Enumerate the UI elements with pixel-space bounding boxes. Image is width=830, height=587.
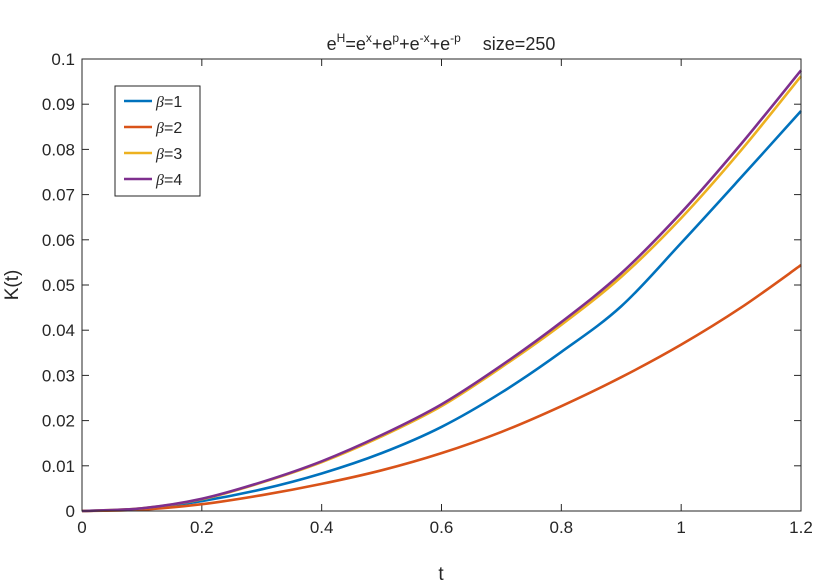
y-axis-label: K(t) <box>2 270 23 301</box>
x-tick-label: 1 <box>676 518 685 537</box>
legend-value: =2 <box>164 120 182 137</box>
y-tick-label: 0.01 <box>42 457 75 476</box>
legend-symbol: β <box>155 120 164 137</box>
y-tick-label: 0.03 <box>42 366 75 385</box>
title-sup-2: x <box>366 31 372 45</box>
x-tick-label: 0.8 <box>550 518 574 537</box>
y-tick-label: 0.06 <box>42 231 75 250</box>
title-mid-3: +e <box>399 34 420 54</box>
x-tick-label: 0 <box>77 518 86 537</box>
title-suffix: size=250 <box>483 34 556 54</box>
title-mid-2: +e <box>372 34 393 54</box>
title-e1: e <box>327 34 337 54</box>
series-line-beta-1 <box>81 110 802 513</box>
x-tick-label: 1.2 <box>789 518 813 537</box>
plot-frame <box>81 58 802 512</box>
chart-title: eH=ex+ep+e-x+e-p size=250 <box>327 31 556 54</box>
title-mid-4: +e <box>430 34 451 54</box>
title-sup-5: -p <box>450 31 461 45</box>
legend-entry-beta-1: β=1 <box>155 94 182 111</box>
x-axis-label: t <box>438 564 444 585</box>
legend-box <box>114 85 201 197</box>
legend-value: =4 <box>164 172 182 189</box>
title-sup-1: H <box>337 31 346 45</box>
legend-symbol: β <box>155 146 164 163</box>
legend-value: =1 <box>164 94 182 111</box>
legend-entry-beta-3: β=3 <box>155 146 182 163</box>
x-tick-label: 0.4 <box>310 518 334 537</box>
series-lines <box>81 69 803 513</box>
y-tick-label: 0.02 <box>42 412 75 431</box>
y-tick-label: 0.09 <box>42 95 75 114</box>
series-line-beta-4 <box>81 69 803 513</box>
x-tick-label: 0.2 <box>190 518 214 537</box>
y-tick-label: 0.05 <box>42 276 75 295</box>
title-sup-3: p <box>392 31 399 45</box>
title-sup-4: -x <box>420 31 430 45</box>
axis-ticks: 0 0.2 0.4 0.6 0.8 1 1.2 0 0.01 0.02 0.03 0.04 0.05 0.… <box>42 50 813 537</box>
legend-entry-beta-4: β=4 <box>155 172 182 189</box>
x-tick-label: 0.6 <box>430 518 454 537</box>
title-mid-1: =e <box>345 34 366 54</box>
legend-entry-beta-2: β=2 <box>155 120 182 137</box>
y-tick-label: 0 <box>66 502 75 521</box>
legend-symbol: β <box>155 94 164 111</box>
y-tick-label: 0.07 <box>42 186 75 205</box>
y-tick-label: 0.08 <box>42 140 75 159</box>
legend-symbol: β <box>155 172 164 189</box>
legend-value: =3 <box>164 146 182 163</box>
legend: β=1β=2β=3β=4 <box>114 85 201 197</box>
y-tick-label: 0.1 <box>51 50 75 69</box>
y-tick-label: 0.04 <box>42 321 75 340</box>
series-line-beta-2 <box>81 264 802 513</box>
